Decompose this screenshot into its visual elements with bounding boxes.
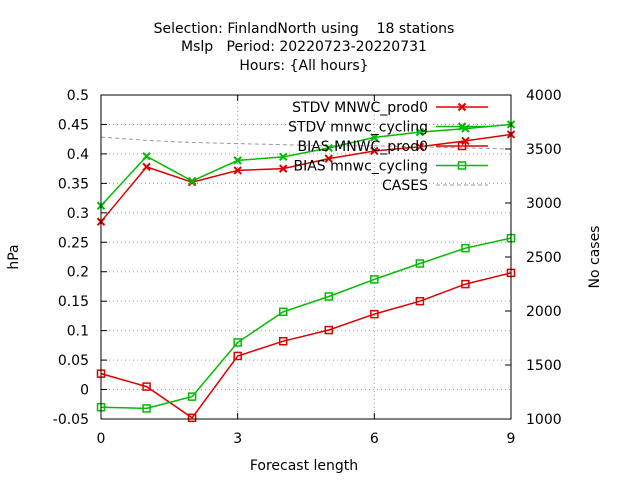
data-point xyxy=(278,307,288,317)
data-point xyxy=(278,336,288,346)
y-axis-label: hPa xyxy=(6,244,22,269)
legend-marker xyxy=(457,161,467,170)
x-tick-labels: 0 3 6 9 xyxy=(97,431,516,447)
data-point xyxy=(370,146,379,156)
y-tick-label: 0.25 xyxy=(58,235,89,251)
data-point xyxy=(415,127,425,137)
data-point xyxy=(415,259,425,268)
data-point xyxy=(461,136,470,146)
data-point xyxy=(370,275,379,284)
series-bias-mnwc-prod0 xyxy=(96,268,516,423)
x-axis-label: Forecast length xyxy=(250,458,358,474)
y-tick-label: 0.3 xyxy=(67,206,89,222)
data-point xyxy=(142,404,151,413)
grid xyxy=(101,95,511,419)
data-point xyxy=(324,325,334,335)
series-line xyxy=(100,272,512,419)
legend-label: STDV MNWC_prod0 xyxy=(292,100,428,116)
y-tick-label: 0.1 xyxy=(67,324,89,340)
series-line xyxy=(100,136,512,150)
title-line-1: Selection: FinlandNorth using 18 station… xyxy=(154,21,455,37)
legend-label: BIAS MNWC_prod0 xyxy=(297,139,428,155)
legend-entry-bias-mnwc-prod0: BIAS MNWC_prod0 xyxy=(297,139,488,155)
legend-marker xyxy=(457,122,467,131)
y2-tick-label: 4000 xyxy=(526,88,562,104)
chart-title: Selection: FinlandNorth using 18 station… xyxy=(154,21,455,74)
y-tick-label: 0.4 xyxy=(67,147,89,163)
legend-entry-stdv-mnwc-cycling: STDV mnwc_cycling xyxy=(288,120,488,136)
data-point xyxy=(233,166,242,175)
title-line-2: Mslp Period: 20220723-20220731 xyxy=(181,39,427,55)
y2-tick-label: 3000 xyxy=(526,196,562,212)
data-point xyxy=(279,164,288,173)
data-point xyxy=(370,309,379,319)
series-line xyxy=(100,133,512,223)
data-point xyxy=(233,156,242,165)
legend-entry-cases: CASES xyxy=(382,178,488,194)
y2-tick-label: 2500 xyxy=(526,250,562,266)
y2-tick-labels: 1000 1500 2000 2500 3000 3500 4000 xyxy=(526,88,562,428)
y-tick-label: 0.35 xyxy=(58,176,89,192)
y2-tick-label: 3500 xyxy=(526,142,562,158)
data-point xyxy=(415,142,425,152)
y-tick-labels: -0.05 0 0.05 0.1 0.15 0.2 0.25 0.3 0.35 0.4 0.45 0.… xyxy=(53,88,89,428)
y-tick-label: 0.2 xyxy=(67,265,89,281)
x-tick-label: 6 xyxy=(370,431,379,447)
y-tick-label: 0.05 xyxy=(58,353,89,369)
legend-label: BIAS mnwc_cycling xyxy=(293,159,428,175)
data-point xyxy=(279,152,288,162)
legend-marker xyxy=(457,141,467,151)
legend-label: STDV mnwc_cycling xyxy=(288,120,428,136)
data-point xyxy=(142,162,151,172)
legend-entry-stdv-mnwc-prod0: STDV MNWC_prod0 xyxy=(292,100,488,116)
y2-tick-label: 1500 xyxy=(526,358,562,374)
y-tick-label: -0.05 xyxy=(53,412,89,428)
title-line-3: Hours: {All hours} xyxy=(239,58,368,74)
y2-tick-label: 1000 xyxy=(526,412,562,428)
data-point xyxy=(142,152,151,161)
data-point xyxy=(233,338,242,347)
data-point xyxy=(324,154,333,163)
legend-marker xyxy=(457,102,467,112)
data-point xyxy=(461,279,470,289)
x-tick-label: 3 xyxy=(233,431,242,447)
data-point xyxy=(233,351,242,361)
data-point xyxy=(415,296,425,306)
data-point xyxy=(187,413,197,423)
data-point xyxy=(187,392,197,401)
data-point xyxy=(370,133,379,142)
y2-tick-label: 2000 xyxy=(526,304,562,320)
y-tick-label: 0 xyxy=(80,383,89,399)
y-tick-label: 0.5 xyxy=(67,88,89,104)
series-layer xyxy=(96,120,516,423)
data-point xyxy=(461,243,470,253)
series-cases xyxy=(100,136,512,150)
tick-marks xyxy=(100,94,512,420)
legend-entry-bias-mnwc-cycling: BIAS mnwc_cycling xyxy=(293,159,488,175)
series-bias-mnwc-cycling xyxy=(96,233,516,413)
series-line xyxy=(100,123,512,207)
y2-axis-label: No cases xyxy=(587,226,603,289)
data-point xyxy=(324,292,334,301)
x-tick-label: 0 xyxy=(97,431,106,447)
series-line xyxy=(100,237,512,410)
y-tick-label: 0.15 xyxy=(58,294,89,310)
data-point xyxy=(187,176,197,186)
legend: STDV MNWC_prod0 STDV mnwc_cycling BIAS MNW… xyxy=(288,100,488,194)
data-point xyxy=(142,382,151,391)
x-tick-label: 9 xyxy=(507,431,516,447)
legend-label: CASES xyxy=(382,178,428,194)
y-tick-label: 0.45 xyxy=(58,117,89,133)
